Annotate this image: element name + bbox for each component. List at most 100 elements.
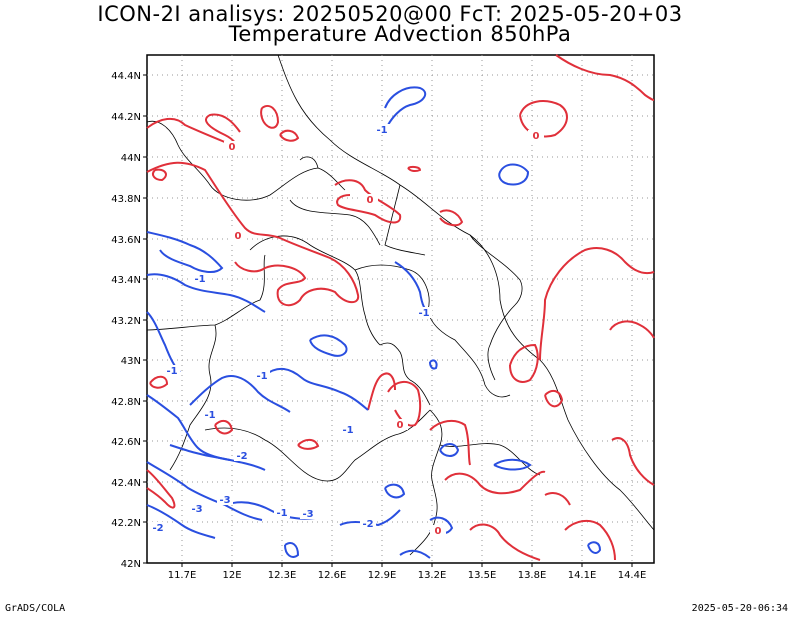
region-border — [249, 235, 381, 346]
contour-negative — [498, 163, 530, 186]
contour-labels: -1 0 -1 -1 -1 -1 -1 -1 -2 -3 -3 -3 -2 -2 0 0 0 0 0 -1 — [150, 124, 544, 537]
contour-positive — [555, 54, 655, 101]
contour-positive — [334, 179, 402, 224]
contour-label: -3 — [219, 495, 230, 506]
map-subtitle: Temperature Advection 850hPa — [228, 22, 572, 46]
contour-negative — [399, 549, 431, 559]
contour-label-background — [192, 273, 208, 284]
longitude-tick-label: 13.2E — [418, 570, 447, 581]
contour-label-background — [416, 307, 432, 318]
region-border — [299, 156, 319, 169]
contour-positive — [279, 129, 300, 142]
contour-positive — [444, 470, 546, 495]
contour-negative — [394, 261, 431, 313]
contour-label: -2 — [236, 451, 247, 462]
coastline — [277, 54, 655, 531]
latitude-tick-label: 43.6N — [111, 235, 141, 246]
contour-label-background — [202, 409, 218, 420]
negative-contours — [146, 86, 602, 559]
contour-label-background — [164, 365, 180, 376]
contour-positive — [544, 492, 571, 506]
software-credit: GrADS/COLA — [5, 603, 66, 614]
contour-negative — [264, 367, 369, 411]
contour-positive — [429, 419, 471, 466]
region-border — [379, 342, 431, 406]
contour-label-background — [300, 508, 316, 519]
contour-negative — [384, 86, 427, 126]
contour-label: -3 — [191, 504, 202, 515]
region-border — [169, 324, 217, 471]
contour-label-background — [230, 230, 246, 241]
contour-label: 0 — [397, 420, 404, 431]
longitude-tick-label: 12.3E — [268, 570, 297, 581]
region-border — [204, 409, 431, 482]
contour-positive — [146, 469, 176, 509]
contour-label: -1 — [276, 508, 287, 519]
contour-negative — [146, 461, 263, 521]
contour-negative — [284, 542, 300, 558]
latitude-tick-label: 43.2N — [111, 316, 141, 327]
contour-label: 0 — [367, 195, 374, 206]
map-frame — [146, 54, 655, 564]
region-border — [146, 254, 266, 331]
longitude-tick-label: 12.9E — [368, 570, 397, 581]
latitude-tick-label: 42.6N — [111, 437, 141, 448]
contour-label-background — [360, 518, 376, 529]
contour-label-background — [234, 450, 250, 461]
contour-positive — [214, 419, 234, 435]
contour-negative — [429, 359, 438, 370]
contour-negative — [384, 483, 406, 499]
latitude-tick-label: 42.4N — [111, 478, 141, 489]
latitude-tick-label: 43.4N — [111, 275, 141, 286]
positive-contours — [146, 54, 655, 561]
contour-label-background — [224, 141, 240, 152]
render-timestamp: 2025-05-20-06:34 — [691, 603, 788, 614]
map-title: ICON-2I analisys: 20250520@00 FcT: 2025-… — [97, 2, 683, 26]
contour-negative — [146, 504, 216, 539]
contour-negative — [169, 444, 266, 471]
region-border — [487, 304, 516, 381]
contour-positive — [509, 343, 539, 383]
contour-negative — [587, 541, 602, 554]
contour-label-background — [392, 419, 408, 430]
contour-label-background — [528, 130, 544, 141]
contour-negative — [146, 311, 181, 373]
contour-label: 0 — [533, 131, 540, 142]
contour-label: -2 — [362, 519, 373, 530]
contour-label: -1 — [166, 366, 177, 377]
contour-label: -1 — [342, 425, 353, 436]
latitude-tick-label: 43.8N — [111, 194, 141, 205]
latitude-tick-label: 42.8N — [111, 397, 141, 408]
contour-label-background — [150, 522, 166, 533]
contour-positive — [539, 247, 655, 361]
latitude-tick-label: 44.4N — [111, 71, 141, 82]
longitude-tick-label: 12.6E — [318, 570, 347, 581]
region-border — [439, 443, 541, 476]
contour-label: -1 — [256, 371, 267, 382]
contour-label-background — [217, 494, 233, 505]
contour-label-background — [374, 124, 390, 135]
contour-positive — [564, 519, 616, 561]
contour-positive — [407, 165, 422, 173]
contour-label: -1 — [376, 125, 387, 136]
longitude-tick-label: 11.7E — [168, 570, 197, 581]
contour-negative — [146, 273, 266, 313]
contour-negative — [439, 443, 460, 457]
contour-label: 0 — [235, 231, 242, 242]
contour-positive — [146, 161, 360, 307]
contour-positive — [149, 375, 169, 389]
region-border — [289, 199, 381, 246]
contour-label: -1 — [194, 274, 205, 285]
region-border — [354, 264, 511, 398]
longitude-labels: 11.7E 12E 12.3E 12.6E 12.9E 13.2E 13.5E 13.8E 14… — [168, 563, 646, 581]
contour-label-background — [430, 525, 446, 536]
region-border — [469, 234, 523, 306]
contour-positive — [611, 437, 655, 486]
contour-label: -1 — [418, 308, 429, 319]
contour-positive — [367, 372, 396, 411]
contour-label: -2 — [152, 523, 163, 534]
longitude-tick-label: 13.8E — [518, 570, 547, 581]
contour-label: 0 — [229, 142, 236, 153]
region-border — [384, 184, 426, 256]
